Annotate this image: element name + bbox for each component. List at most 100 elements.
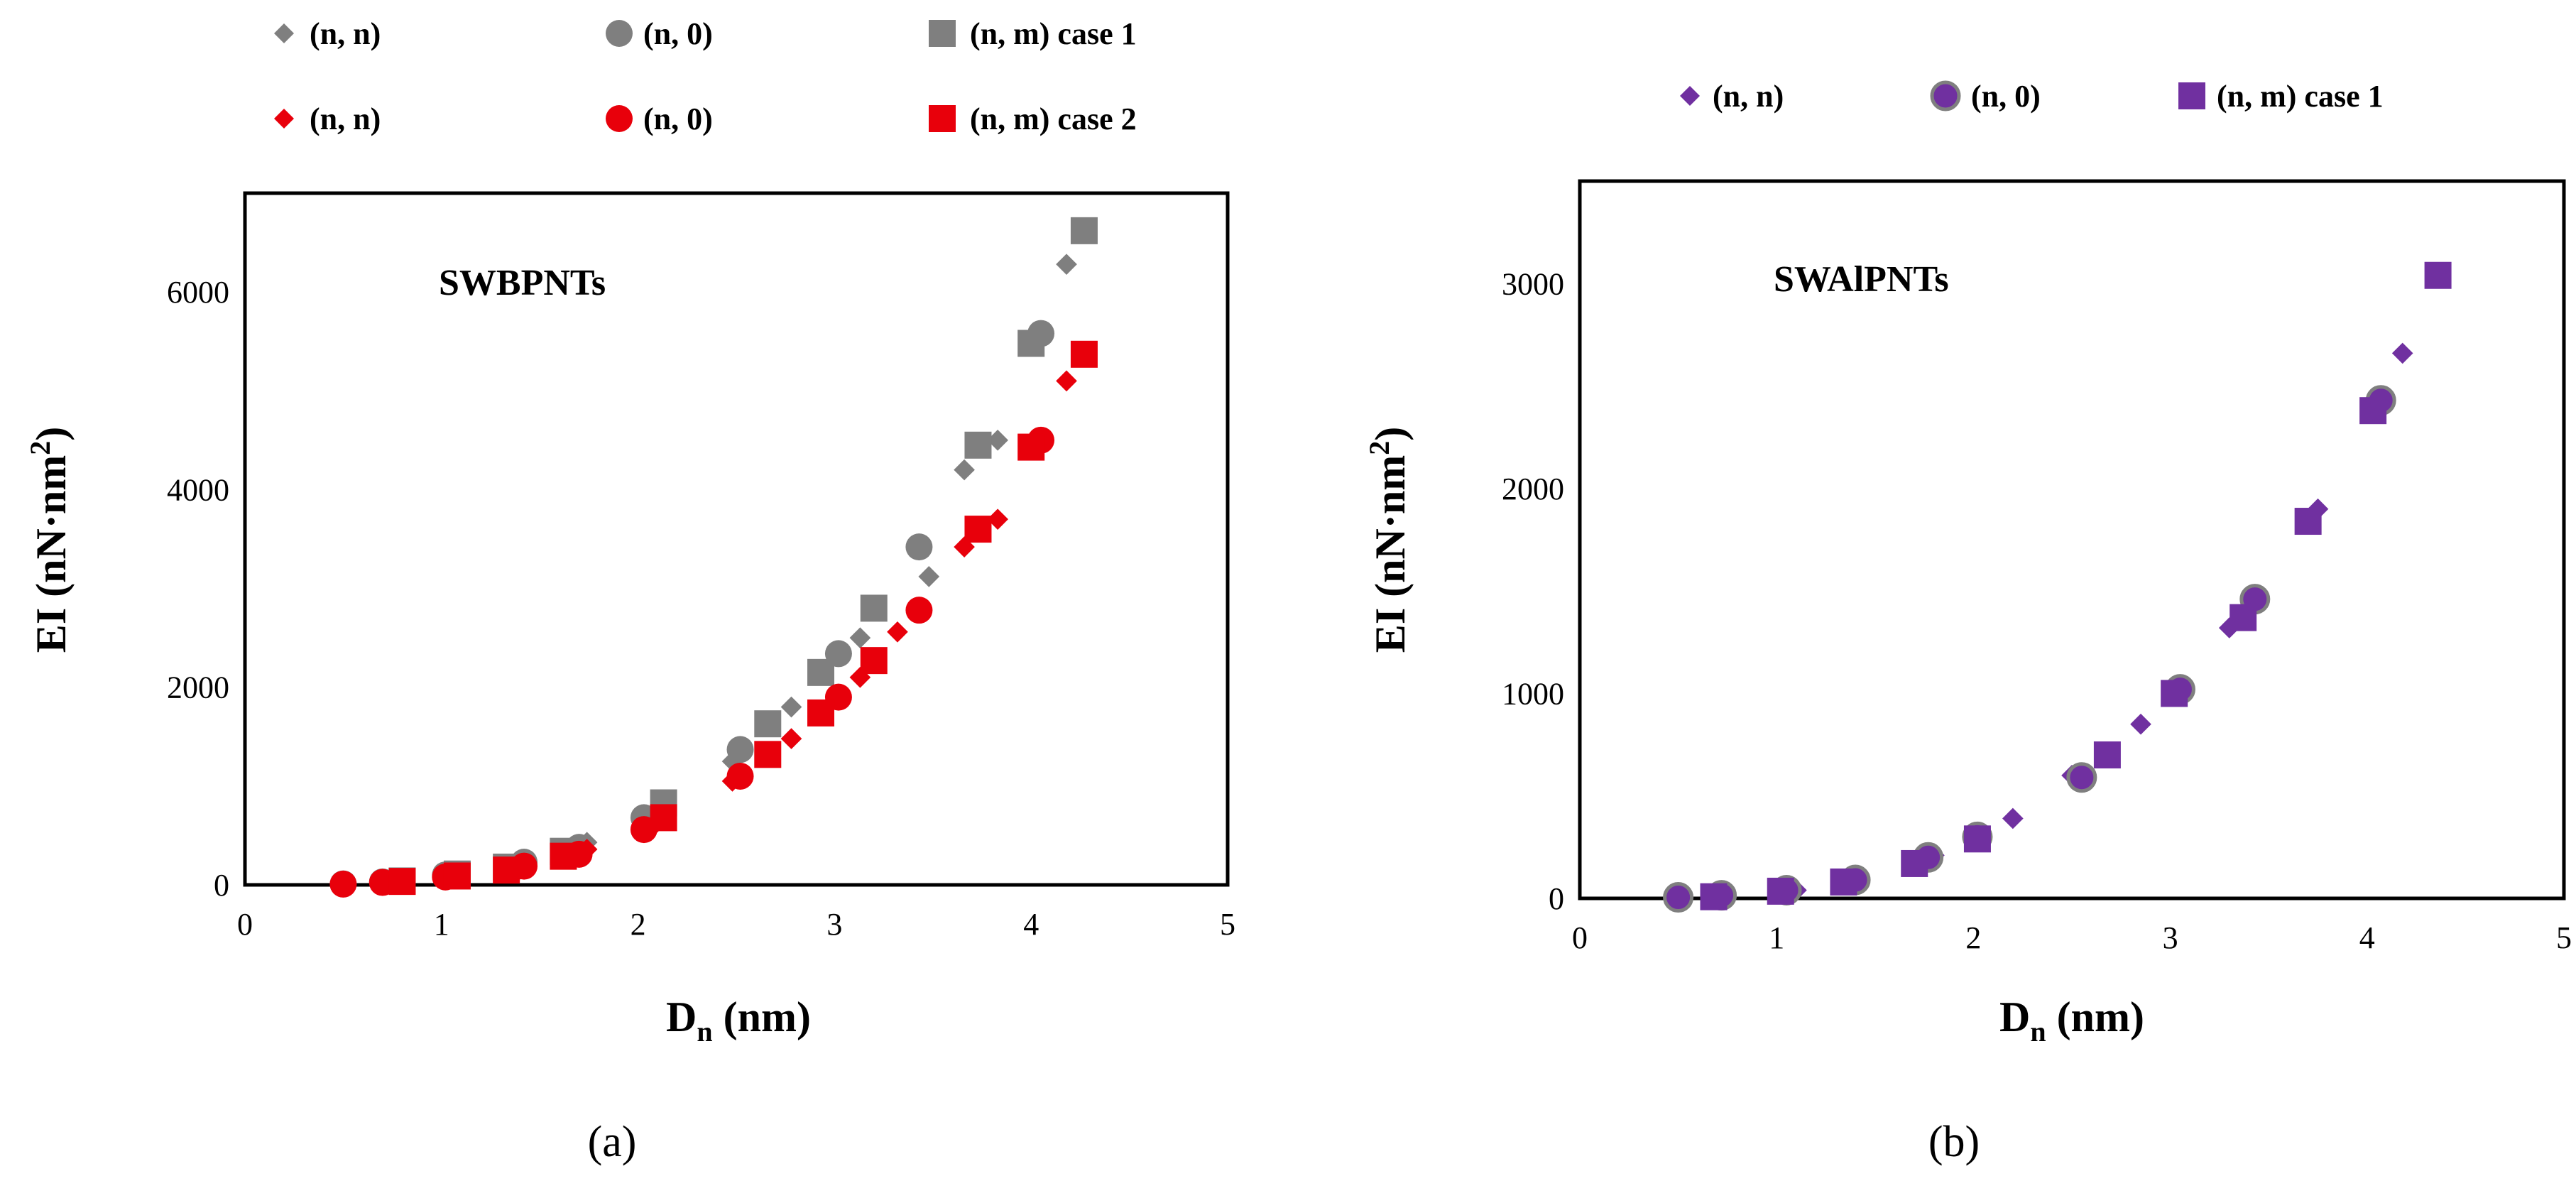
data-point-a-s6-square — [550, 842, 577, 870]
data-point-a-s1-diamond — [987, 430, 1008, 451]
data-point-a-s6-square — [964, 516, 992, 543]
x-axis-title-a: Dn (nm) — [666, 994, 811, 1048]
y-axis-title-a: EI (nN·nm2) — [24, 427, 75, 653]
data-point-a-s6-square — [493, 856, 520, 884]
data-point-a-s6-square — [388, 868, 416, 896]
legend-a-label-1: (n, n) — [310, 16, 381, 51]
x-axis-title-a-unit: (nm) — [713, 994, 811, 1040]
data-point-b-s3-square — [1963, 825, 1991, 853]
data-point-a-s6-square — [443, 862, 471, 890]
data-marks-b — [1663, 261, 2452, 913]
legend-a-marker-2 — [606, 20, 633, 47]
data-point-a-s4-diamond — [780, 728, 802, 749]
data-point-a-s1-diamond — [780, 696, 802, 718]
legend-a-item-3: (n, m) case 1 — [929, 16, 1137, 51]
legend-a-item-2: (n, 0) — [606, 16, 713, 51]
y-axis-title-b-end: ) — [1367, 427, 1414, 441]
y-axis-title-b-sup: 2 — [1363, 441, 1395, 455]
y-tick-label-a: 4000 — [167, 472, 229, 507]
legend-a-marker-4 — [274, 109, 294, 129]
legend-b-marker-2 — [1930, 80, 1961, 111]
data-point-a-s5-circle — [329, 870, 357, 898]
legend-a-label-3: (n, m) case 1 — [970, 16, 1137, 51]
x-axis-title-b: Dn (nm) — [1999, 994, 2144, 1048]
data-point-a-s1-diamond — [954, 459, 975, 481]
x-axis-title-b-unit: (nm) — [2046, 994, 2144, 1040]
data-point-b-s3-square — [2161, 680, 2188, 707]
x-axis-title-a-sub: n — [697, 1016, 712, 1048]
x-tick-label-b: 1 — [1769, 920, 1784, 955]
plot-frame-b — [1578, 179, 2566, 901]
x-tick-label-b: 5 — [2556, 920, 2572, 955]
data-point-a-s1-diamond — [849, 627, 871, 648]
data-point-a-s6-square — [1017, 433, 1045, 461]
data-point-b-s3-square — [2230, 604, 2257, 631]
data-point-a-s6-square — [1070, 340, 1098, 368]
legend-b-item-1: (n, n) — [1680, 79, 1784, 114]
legend-a-item-5: (n, 0) — [606, 102, 713, 136]
legend-a-marker-5 — [606, 105, 633, 132]
data-point-a-s4-diamond — [987, 508, 1008, 530]
panel-a: (n, n) (n, 0) (n, m) case 1 (n, n) (n, 0… — [24, 16, 1235, 1166]
legend-b-marker-1 — [1680, 86, 1700, 106]
x-tick-label-b: 4 — [2359, 920, 2375, 955]
data-point-b-s2-circle — [2066, 762, 2097, 793]
data-point-a-s1-diamond — [918, 566, 940, 587]
legend-a-label-2: (n, 0) — [643, 16, 713, 51]
legend-b: (n, n) (n, 0) (n, m) case 1 — [1680, 79, 2384, 114]
tick-labels-a: 0 1 2 3 4 5 0 2000 4000 6000 — [167, 275, 1235, 942]
legend-b-label-2: (n, 0) — [1971, 79, 2041, 114]
y-axis-title-b: EI (nN·nm2) — [1363, 427, 1414, 653]
legend-a-item-6: (n, m) case 2 — [929, 102, 1137, 136]
y-tick-label-a: 0 — [214, 868, 229, 903]
data-point-a-s4-diamond — [887, 621, 908, 643]
legend-a-label-4: (n, n) — [310, 102, 381, 136]
legend-b-label-3: (n, m) case 1 — [2217, 79, 2384, 114]
legend-a-item-1: (n, n) — [274, 16, 381, 51]
plot-title-b: SWAlPNTs — [1774, 259, 1949, 300]
data-point-b-s3-square — [2093, 741, 2121, 768]
x-tick-label-b: 3 — [2163, 920, 2178, 955]
legend-a-marker-3 — [929, 20, 956, 47]
data-marks-a — [329, 217, 1098, 898]
panel-label-b: (b) — [1928, 1118, 1980, 1166]
panel-b: (n, n) (n, 0) (n, m) case 1 SWAlPNTs 0 1 2… — [1363, 79, 2572, 1166]
y-axis-title-a-sup: 2 — [24, 441, 56, 455]
data-point-a-s5-circle — [905, 597, 933, 624]
data-point-b-s3-square — [2294, 508, 2322, 535]
x-tick-label-a: 1 — [434, 907, 449, 942]
x-tick-label-a: 2 — [631, 907, 646, 942]
data-point-a-s3-square — [860, 594, 888, 622]
plot-title-a: SWBPNTs — [439, 263, 606, 303]
data-point-a-s3-square — [964, 431, 992, 459]
y-tick-label-b: 2000 — [1502, 472, 1564, 506]
x-tick-label-a: 4 — [1023, 907, 1039, 942]
data-point-b-s3-square — [2359, 397, 2387, 425]
plot-frame-a — [243, 191, 1230, 887]
data-point-b-s3-square — [1830, 868, 1857, 896]
x-tick-label-a: 5 — [1220, 907, 1235, 942]
legend-b-item-3: (n, m) case 1 — [2178, 79, 2384, 114]
x-tick-label-a: 3 — [826, 907, 842, 942]
data-point-b-s1-diamond — [2002, 807, 2024, 829]
data-point-a-s4-diamond — [1056, 370, 1077, 392]
legend-a-marker-1 — [274, 23, 294, 43]
data-point-a-s3-square — [1070, 217, 1098, 244]
data-point-a-s3-square — [1017, 330, 1045, 357]
data-point-b-s3-square — [1700, 883, 1728, 910]
panel-label-a: (a) — [588, 1118, 637, 1166]
legend-a-label-5: (n, 0) — [643, 102, 713, 136]
data-point-a-s2-circle — [726, 736, 754, 763]
data-point-b-s1-diamond — [2130, 713, 2151, 735]
data-point-a-s6-square — [650, 804, 677, 832]
y-tick-label-a: 2000 — [167, 670, 229, 705]
x-tick-label-a: 0 — [237, 907, 253, 942]
data-point-b-s1-diamond — [2391, 342, 2413, 364]
legend-a-label-6: (n, m) case 2 — [970, 102, 1137, 136]
legend-a-item-4: (n, n) — [274, 102, 381, 136]
data-point-a-s5-circle — [726, 762, 754, 790]
data-point-b-s3-square — [1901, 849, 1928, 877]
legend-a-marker-6 — [929, 105, 956, 132]
tick-labels-b: 0 1 2 3 4 5 0 1000 2000 3000 — [1502, 266, 2572, 955]
legend-a: (n, n) (n, 0) (n, m) case 1 (n, n) (n, 0… — [274, 16, 1137, 136]
